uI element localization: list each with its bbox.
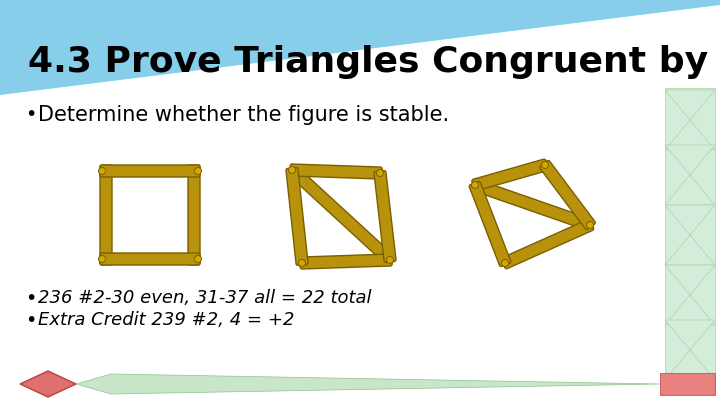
Bar [665, 88, 715, 388]
Circle shape [472, 181, 479, 188]
Text: •: • [25, 288, 37, 307]
FancyBboxPatch shape [472, 159, 548, 191]
Polygon shape [0, 0, 720, 95]
FancyBboxPatch shape [540, 160, 595, 230]
Circle shape [541, 162, 549, 168]
FancyBboxPatch shape [374, 171, 396, 262]
FancyBboxPatch shape [300, 254, 392, 269]
Bar [660, 373, 715, 395]
Text: 236 #2-30 even, 31-37 all = 22 total: 236 #2-30 even, 31-37 all = 22 total [38, 289, 372, 307]
FancyBboxPatch shape [501, 219, 594, 269]
Circle shape [299, 260, 305, 266]
FancyBboxPatch shape [188, 165, 200, 265]
Polygon shape [665, 320, 715, 380]
FancyBboxPatch shape [469, 181, 510, 266]
Polygon shape [665, 265, 715, 325]
Polygon shape [665, 205, 715, 265]
Circle shape [377, 170, 384, 177]
FancyBboxPatch shape [286, 168, 308, 265]
Circle shape [194, 256, 202, 262]
Text: Extra Credit 239 #2, 4 = +2: Extra Credit 239 #2, 4 = +2 [38, 311, 294, 329]
Circle shape [99, 256, 106, 262]
FancyBboxPatch shape [472, 179, 593, 231]
Polygon shape [665, 145, 715, 205]
FancyBboxPatch shape [100, 165, 112, 265]
FancyBboxPatch shape [287, 165, 395, 265]
FancyBboxPatch shape [100, 253, 200, 265]
Text: •: • [25, 311, 37, 330]
Circle shape [194, 168, 202, 175]
Circle shape [99, 168, 106, 175]
FancyBboxPatch shape [290, 164, 382, 179]
Text: Determine whether the figure is stable.: Determine whether the figure is stable. [38, 105, 449, 125]
Circle shape [289, 166, 295, 173]
Circle shape [387, 256, 394, 264]
Text: •: • [25, 105, 37, 124]
Circle shape [502, 260, 508, 266]
Polygon shape [76, 374, 660, 394]
Circle shape [587, 222, 593, 228]
FancyBboxPatch shape [100, 165, 200, 177]
Polygon shape [20, 371, 76, 397]
Polygon shape [665, 90, 715, 150]
Text: 4.3 Prove Triangles Congruent by SSS: 4.3 Prove Triangles Congruent by SSS [28, 45, 720, 79]
